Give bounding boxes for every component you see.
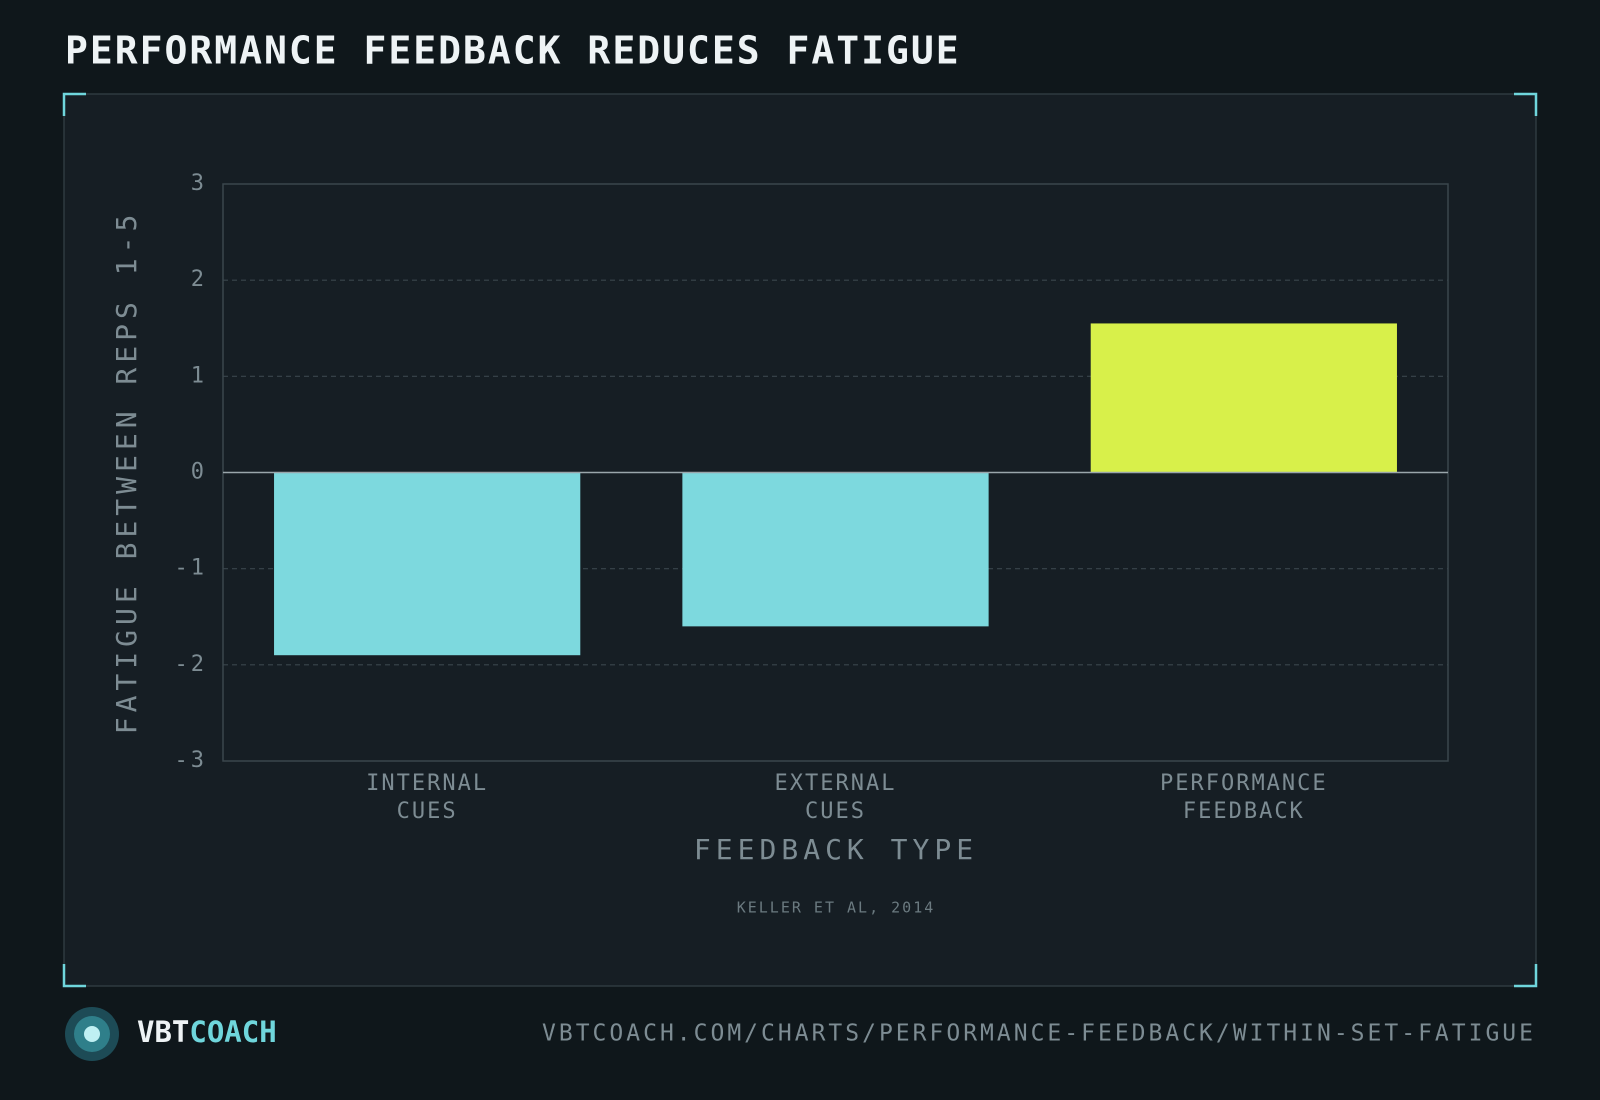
y-tick-label: -2	[175, 652, 208, 677]
corner-brackets	[62, 92, 1538, 988]
x-tick-label: INTERNAL	[366, 771, 488, 796]
x-tick-label: CUES	[397, 799, 458, 824]
y-tick-label: 3	[191, 171, 207, 196]
url: VBTCOACH.COM/CHARTS/PERFORMANCE-FEEDBACK…	[542, 1021, 1536, 1047]
x-tick-label: PERFORMANCE	[1160, 771, 1328, 796]
source-note: KELLER ET AL, 2014	[737, 899, 936, 917]
brand: VBTCOACH	[137, 1015, 277, 1049]
bar	[682, 472, 989, 627]
x-tick-label: FEEDBACK	[1183, 799, 1305, 824]
x-tick-label: EXTERNAL	[775, 771, 897, 796]
x-axis-label: FEEDBACK TYPE	[694, 833, 978, 866]
bar	[1090, 323, 1397, 473]
corner	[62, 92, 86, 116]
y-tick-label: 1	[191, 363, 207, 388]
brand-part: COACH	[189, 1015, 276, 1049]
logo	[65, 1007, 119, 1061]
logo-core	[84, 1026, 100, 1042]
brand-part: VBT	[137, 1015, 189, 1049]
corner	[62, 964, 86, 988]
y-axis-label: FATIGUE BETWEEN REPS 1-5	[110, 210, 143, 735]
y-tick-label: 0	[191, 460, 207, 485]
corner	[1514, 92, 1538, 116]
y-tick-label: -3	[175, 748, 208, 773]
chart-title: PERFORMANCE FEEDBACK REDUCES FATIGUE	[65, 29, 961, 73]
x-tick-label: CUES	[805, 799, 866, 824]
corner	[1514, 964, 1538, 988]
bar	[274, 472, 581, 656]
y-tick-label: -1	[175, 556, 208, 581]
y-tick-label: 2	[191, 267, 207, 292]
